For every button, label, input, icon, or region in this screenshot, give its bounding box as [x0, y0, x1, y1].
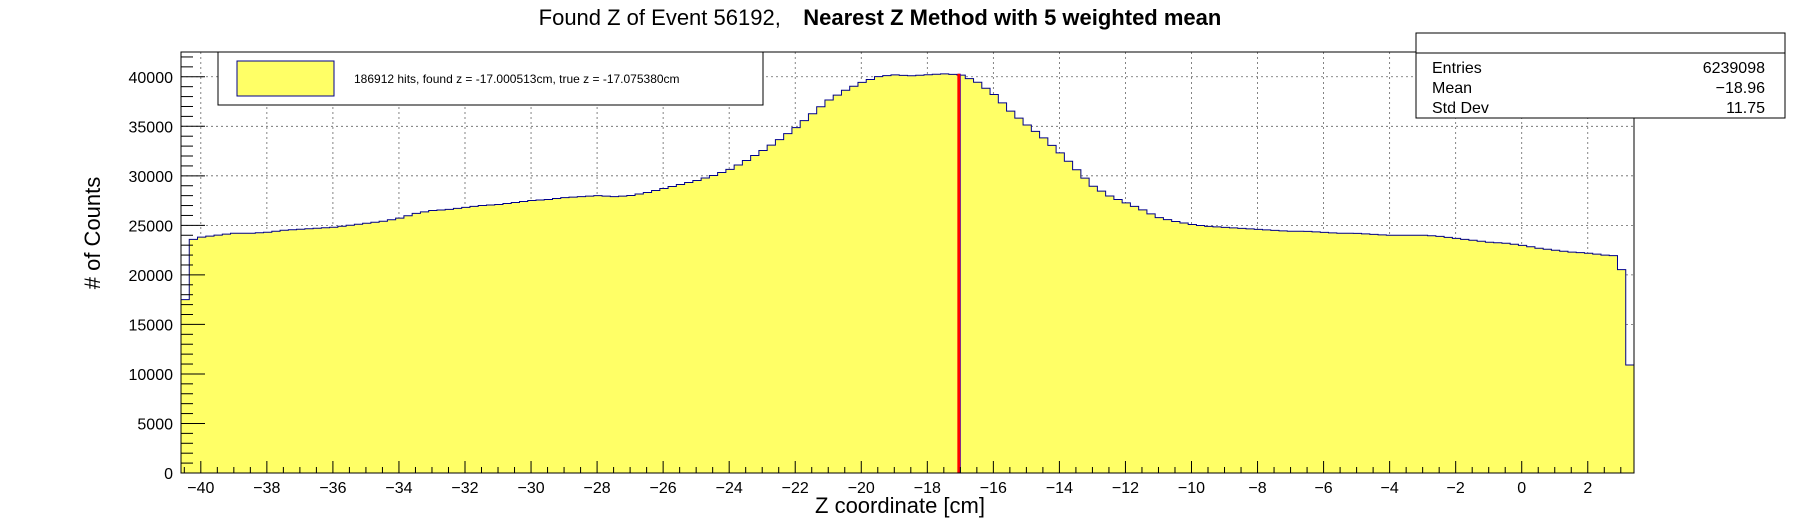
x-tick-label: −6 [1314, 480, 1332, 497]
legend: 186912 hits, found z = -17.000513cm, tru… [217, 51, 764, 106]
histogram-step-area [180, 73, 1635, 474]
stats-box: Entries 6239098 Mean −18.96 Std Dev 11.7… [1415, 32, 1786, 119]
y-tick-label: 20000 [129, 268, 174, 285]
y-axis-ticks: 0 5000 10000 15000 20000 25000 30000 35000 40000 [129, 56, 205, 483]
x-tick-label: −32 [451, 480, 478, 497]
stats-mean-label: Mean [1432, 80, 1472, 97]
y-tick-label: 35000 [129, 119, 174, 136]
x-tick-label: −2 [1447, 480, 1465, 497]
legend-swatch [236, 60, 335, 97]
x-tick-label: −34 [385, 480, 412, 497]
x-tick-label: −20 [848, 480, 875, 497]
legend-entry-text: 186912 hits, found z = -17.000513cm, tru… [354, 72, 680, 86]
x-tick-label: −30 [517, 480, 544, 497]
x-tick-label: −36 [319, 480, 346, 497]
x-tick-label: −38 [253, 480, 280, 497]
stats-mean-value: −18.96 [1716, 80, 1765, 97]
x-tick-label: −16 [980, 480, 1007, 497]
y-axis-title: # of Counts [80, 177, 105, 290]
y-tick-label: 30000 [129, 169, 174, 186]
stats-entries-value: 6239098 [1703, 60, 1765, 77]
x-tick-label: −40 [187, 480, 214, 497]
stats-stddev-value: 11.75 [1726, 100, 1765, 117]
x-tick-label: −10 [1178, 480, 1205, 497]
x-axis-ticks: −40 −38 −36 −34 −32 −30 −28 −26 −24 −22 −20 −18 −16−… [183, 461, 1622, 497]
y-tick-label: 25000 [129, 218, 174, 235]
x-tick-label: −12 [1112, 480, 1139, 497]
x-tick-label: −14 [1046, 480, 1073, 497]
y-tick-label: 40000 [129, 70, 174, 87]
histogram-bars [180, 73, 1635, 474]
stats-entries-label: Entries [1432, 60, 1482, 77]
x-tick-label: −4 [1381, 480, 1399, 497]
x-tick-label: −26 [650, 480, 677, 497]
x-axis-title: Z coordinate [cm] [815, 493, 985, 518]
x-tick-label: −18 [914, 480, 941, 497]
plot-frame [180, 51, 1635, 474]
chart-title: Found Z of Event 56192, Nearest Z Method… [539, 5, 1222, 30]
x-tick-label: −28 [584, 480, 611, 497]
y-tick-label: 0 [164, 466, 173, 483]
y-tick-label: 5000 [137, 416, 173, 433]
x-tick-label: −24 [716, 480, 743, 497]
x-tick-label: −22 [782, 480, 809, 497]
y-tick-label: 10000 [129, 367, 174, 384]
x-tick-label: 0 [1517, 480, 1526, 497]
y-tick-label: 15000 [129, 317, 174, 334]
chart-title-part2: Nearest Z Method with 5 weighted mean [803, 5, 1221, 30]
stats-stddev-label: Std Dev [1432, 100, 1489, 117]
x-tick-label: 2 [1583, 480, 1592, 497]
stats-frame [1415, 32, 1786, 119]
x-tick-label: −8 [1248, 480, 1266, 497]
chart-title-part1: Found Z of Event 56192, [539, 5, 781, 30]
